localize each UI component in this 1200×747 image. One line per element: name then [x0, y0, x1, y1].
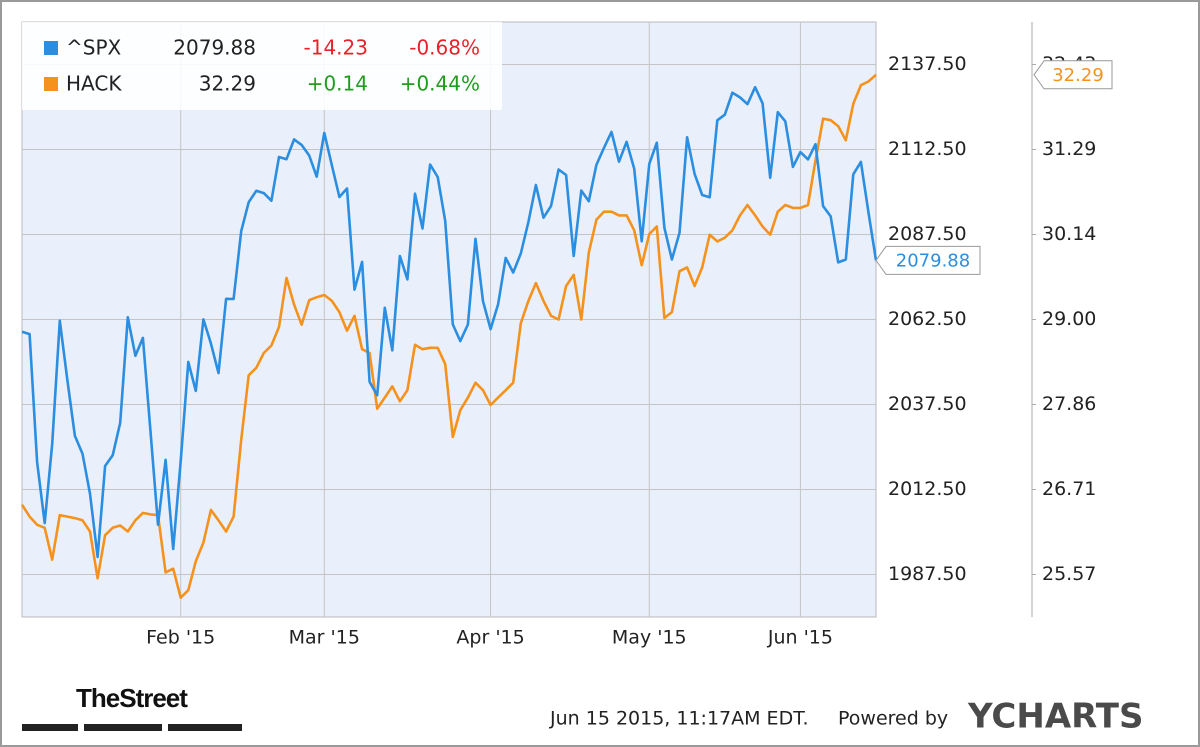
y-tick-label: 2137.50 — [888, 53, 967, 75]
legend-change-pct: -0.68% — [409, 36, 480, 60]
y2-tick-label: 26.71 — [1042, 478, 1096, 500]
end-label: 2079.88 — [896, 250, 970, 271]
series-line — [21, 85, 878, 559]
legend-name: ^SPX — [66, 36, 122, 60]
legend-change-pct: +0.44% — [400, 72, 480, 96]
y-tick-label: 2112.50 — [888, 138, 967, 160]
y-tick-label: 2087.50 — [888, 223, 967, 245]
x-tick-label: May '15 — [612, 627, 687, 649]
lines — [20, 73, 878, 599]
y2-tick-label: 27.86 — [1042, 393, 1096, 415]
end-label-box — [875, 245, 981, 275]
end-labels: 2079.88 32.29 — [875, 60, 1113, 275]
footer-brand: YCHARTS — [967, 697, 1143, 737]
x-tick-label: Feb '15 — [146, 627, 215, 649]
legend-name: HACK — [66, 72, 122, 96]
series-line — [20, 73, 877, 599]
y-tick-label: 2037.50 — [888, 393, 967, 415]
footer-powered: Powered by — [838, 708, 948, 730]
legend-swatch — [44, 77, 58, 91]
legend-change: -14.23 — [304, 36, 368, 60]
y2-tick-label: 25.57 — [1042, 563, 1096, 585]
y2-tick-label: 30.14 — [1042, 223, 1096, 245]
y2-tick-label: 29.00 — [1042, 308, 1096, 330]
footer-logo: TheStreet — [76, 683, 188, 713]
y-tick-label: 1987.50 — [888, 563, 967, 585]
x-tick-label: Apr '15 — [456, 627, 524, 649]
y2-tick-label: 31.29 — [1042, 138, 1096, 160]
legend-value: 2079.88 — [173, 36, 256, 60]
logo-bar — [84, 724, 162, 731]
legend-change: +0.14 — [307, 72, 368, 96]
x-tick-label: Jun '15 — [767, 627, 833, 649]
logo-bar — [22, 724, 78, 731]
legend-box — [22, 22, 502, 110]
x-tick-label: Mar '15 — [289, 627, 360, 649]
legend: ^SPX 2079.88 -14.23 -0.68% HACK 32.29 +0… — [22, 22, 502, 110]
footer-timestamp: Jun 15 2015, 11:17AM EDT. — [549, 708, 809, 730]
footer: TheStreet Jun 15 2015, 11:17AM EDT. Powe… — [22, 683, 1143, 737]
logo-bar — [168, 724, 242, 731]
end-label: 32.29 — [1052, 65, 1104, 86]
grid: 1987.50 2012.50 2037.50 2062.50 2087.50 2112.… — [22, 22, 1096, 649]
y-tick-label: 2062.50 — [888, 308, 967, 330]
end-label-box — [1033, 60, 1113, 90]
y-tick-label: 2012.50 — [888, 478, 967, 500]
legend-value: 32.29 — [199, 72, 256, 96]
legend-swatch — [44, 41, 58, 55]
